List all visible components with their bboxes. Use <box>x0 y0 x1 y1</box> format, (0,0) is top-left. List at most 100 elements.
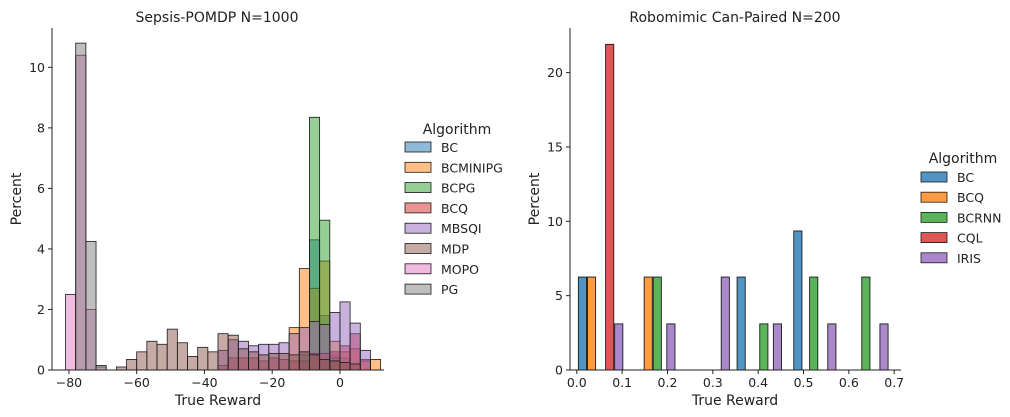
legend-swatch <box>404 202 432 214</box>
legend-swatch <box>404 222 432 234</box>
y-tick-label: 8 <box>37 120 45 135</box>
chart-title: Sepsis-POMDP N=1000 <box>136 10 299 26</box>
bars-layer <box>65 42 382 371</box>
bar <box>759 323 769 371</box>
histogram-bar <box>166 328 178 371</box>
y-tick-label: 5 <box>555 288 563 303</box>
y-axis-label: Percent <box>527 172 543 225</box>
histogram-bar <box>136 351 148 371</box>
legend-swatch <box>404 161 432 173</box>
series-cql <box>605 43 615 371</box>
y-tick-label: 4 <box>37 241 45 256</box>
bars-layer <box>577 43 889 371</box>
legend-title: Algorithm <box>929 151 998 167</box>
chart-title: Robomimic Can-Paired N=200 <box>629 10 840 26</box>
bar <box>577 276 588 371</box>
legend-label: MDP <box>441 242 469 257</box>
axes-layer: −80 −60 −40 −20 0 0 2 4 6 8 10 <box>29 28 384 390</box>
legend-swatch <box>920 232 948 244</box>
bar <box>772 323 782 371</box>
histogram-bar <box>126 359 138 371</box>
legend-swatch <box>404 243 432 254</box>
histogram-bar <box>75 42 87 371</box>
x-tick-label: −80 <box>56 375 82 390</box>
y-tick-label: 10 <box>29 60 45 75</box>
legend: BC BCMINIPG BCPG BCQ MBSQI MDP MOPO PG <box>404 140 503 297</box>
histogram-bar <box>349 322 361 371</box>
y-tick-label: 2 <box>37 302 45 317</box>
histogram-bar <box>298 351 310 371</box>
x-tick-label: 0.2 <box>658 375 678 390</box>
x-tick-label: 0.1 <box>612 375 632 390</box>
histogram-bar <box>95 365 107 371</box>
bar <box>793 230 803 371</box>
legend-swatch <box>404 263 432 275</box>
histogram-bar <box>349 363 361 371</box>
x-tick-label: 0.7 <box>884 375 904 390</box>
legend-swatch <box>404 141 432 153</box>
legend-swatch <box>404 182 432 194</box>
histogram-bar <box>359 349 371 371</box>
chart-robomimic: Robomimic Can-Paired N=200 True Reward P… <box>527 10 1001 409</box>
bar <box>643 276 653 371</box>
series-mdp <box>115 328 361 371</box>
legend-title: Algorithm <box>423 122 492 138</box>
series-bcrnn <box>652 276 871 371</box>
x-tick-label: 0.5 <box>794 375 814 390</box>
bar <box>827 323 837 371</box>
legend-label: MOPO <box>441 262 479 277</box>
histogram-bar <box>217 333 229 371</box>
histogram-bar <box>227 334 239 371</box>
bar <box>879 323 889 371</box>
legend: BC BCQ BCRNN CQL IRIS <box>920 170 1001 266</box>
x-axis-label: True Reward <box>691 393 778 409</box>
histogram-bar <box>309 354 321 371</box>
legend-label: IRIS <box>957 251 981 266</box>
histogram-bar <box>85 240 97 371</box>
histogram-bar <box>319 359 331 371</box>
histogram-bar <box>329 360 341 371</box>
histogram-bar <box>370 359 382 371</box>
bar <box>652 276 662 371</box>
legend-label: BC <box>441 140 458 155</box>
y-tick-label: 0 <box>37 363 45 378</box>
legend-swatch <box>920 252 948 264</box>
legend-label: BC <box>957 170 974 185</box>
x-tick-label: −20 <box>259 375 285 390</box>
histogram-bar <box>146 340 158 371</box>
histogram-bar <box>207 351 219 371</box>
legend-label: BCQ <box>441 201 468 216</box>
histogram-bar <box>156 343 168 371</box>
y-tick-label: 20 <box>547 65 563 80</box>
legend-swatch <box>920 211 948 223</box>
y-tick-label: 15 <box>547 139 563 154</box>
x-tick-label: 0.6 <box>839 375 859 390</box>
y-axis-label: Percent <box>9 172 25 225</box>
x-tick-label: −40 <box>191 375 217 390</box>
histogram-bar <box>176 342 188 371</box>
histogram-bar <box>248 351 260 371</box>
y-tick-label: 6 <box>37 181 45 196</box>
legend-label: BCRNN <box>957 210 1001 225</box>
histogram-bar <box>258 354 270 371</box>
y-tick-label: 0 <box>555 363 563 378</box>
bar <box>809 276 819 371</box>
histogram-bar <box>237 348 249 371</box>
legend-label: BCQ <box>957 190 984 205</box>
bar <box>614 323 624 371</box>
histogram-bar <box>288 354 300 371</box>
series-pg <box>75 42 107 371</box>
bar <box>861 276 871 371</box>
bar <box>666 323 676 371</box>
legend-label: CQL <box>957 231 983 246</box>
bar <box>587 276 597 371</box>
x-tick-label: 0 <box>336 375 344 390</box>
legend-swatch <box>404 283 432 295</box>
legend-label: MBSQI <box>441 221 482 236</box>
chart-sepsis: Sepsis-POMDP N=1000 True Reward Percent … <box>9 10 503 409</box>
histogram-bar <box>187 355 199 371</box>
histogram-bar <box>197 346 209 371</box>
x-tick-label: −60 <box>123 375 149 390</box>
